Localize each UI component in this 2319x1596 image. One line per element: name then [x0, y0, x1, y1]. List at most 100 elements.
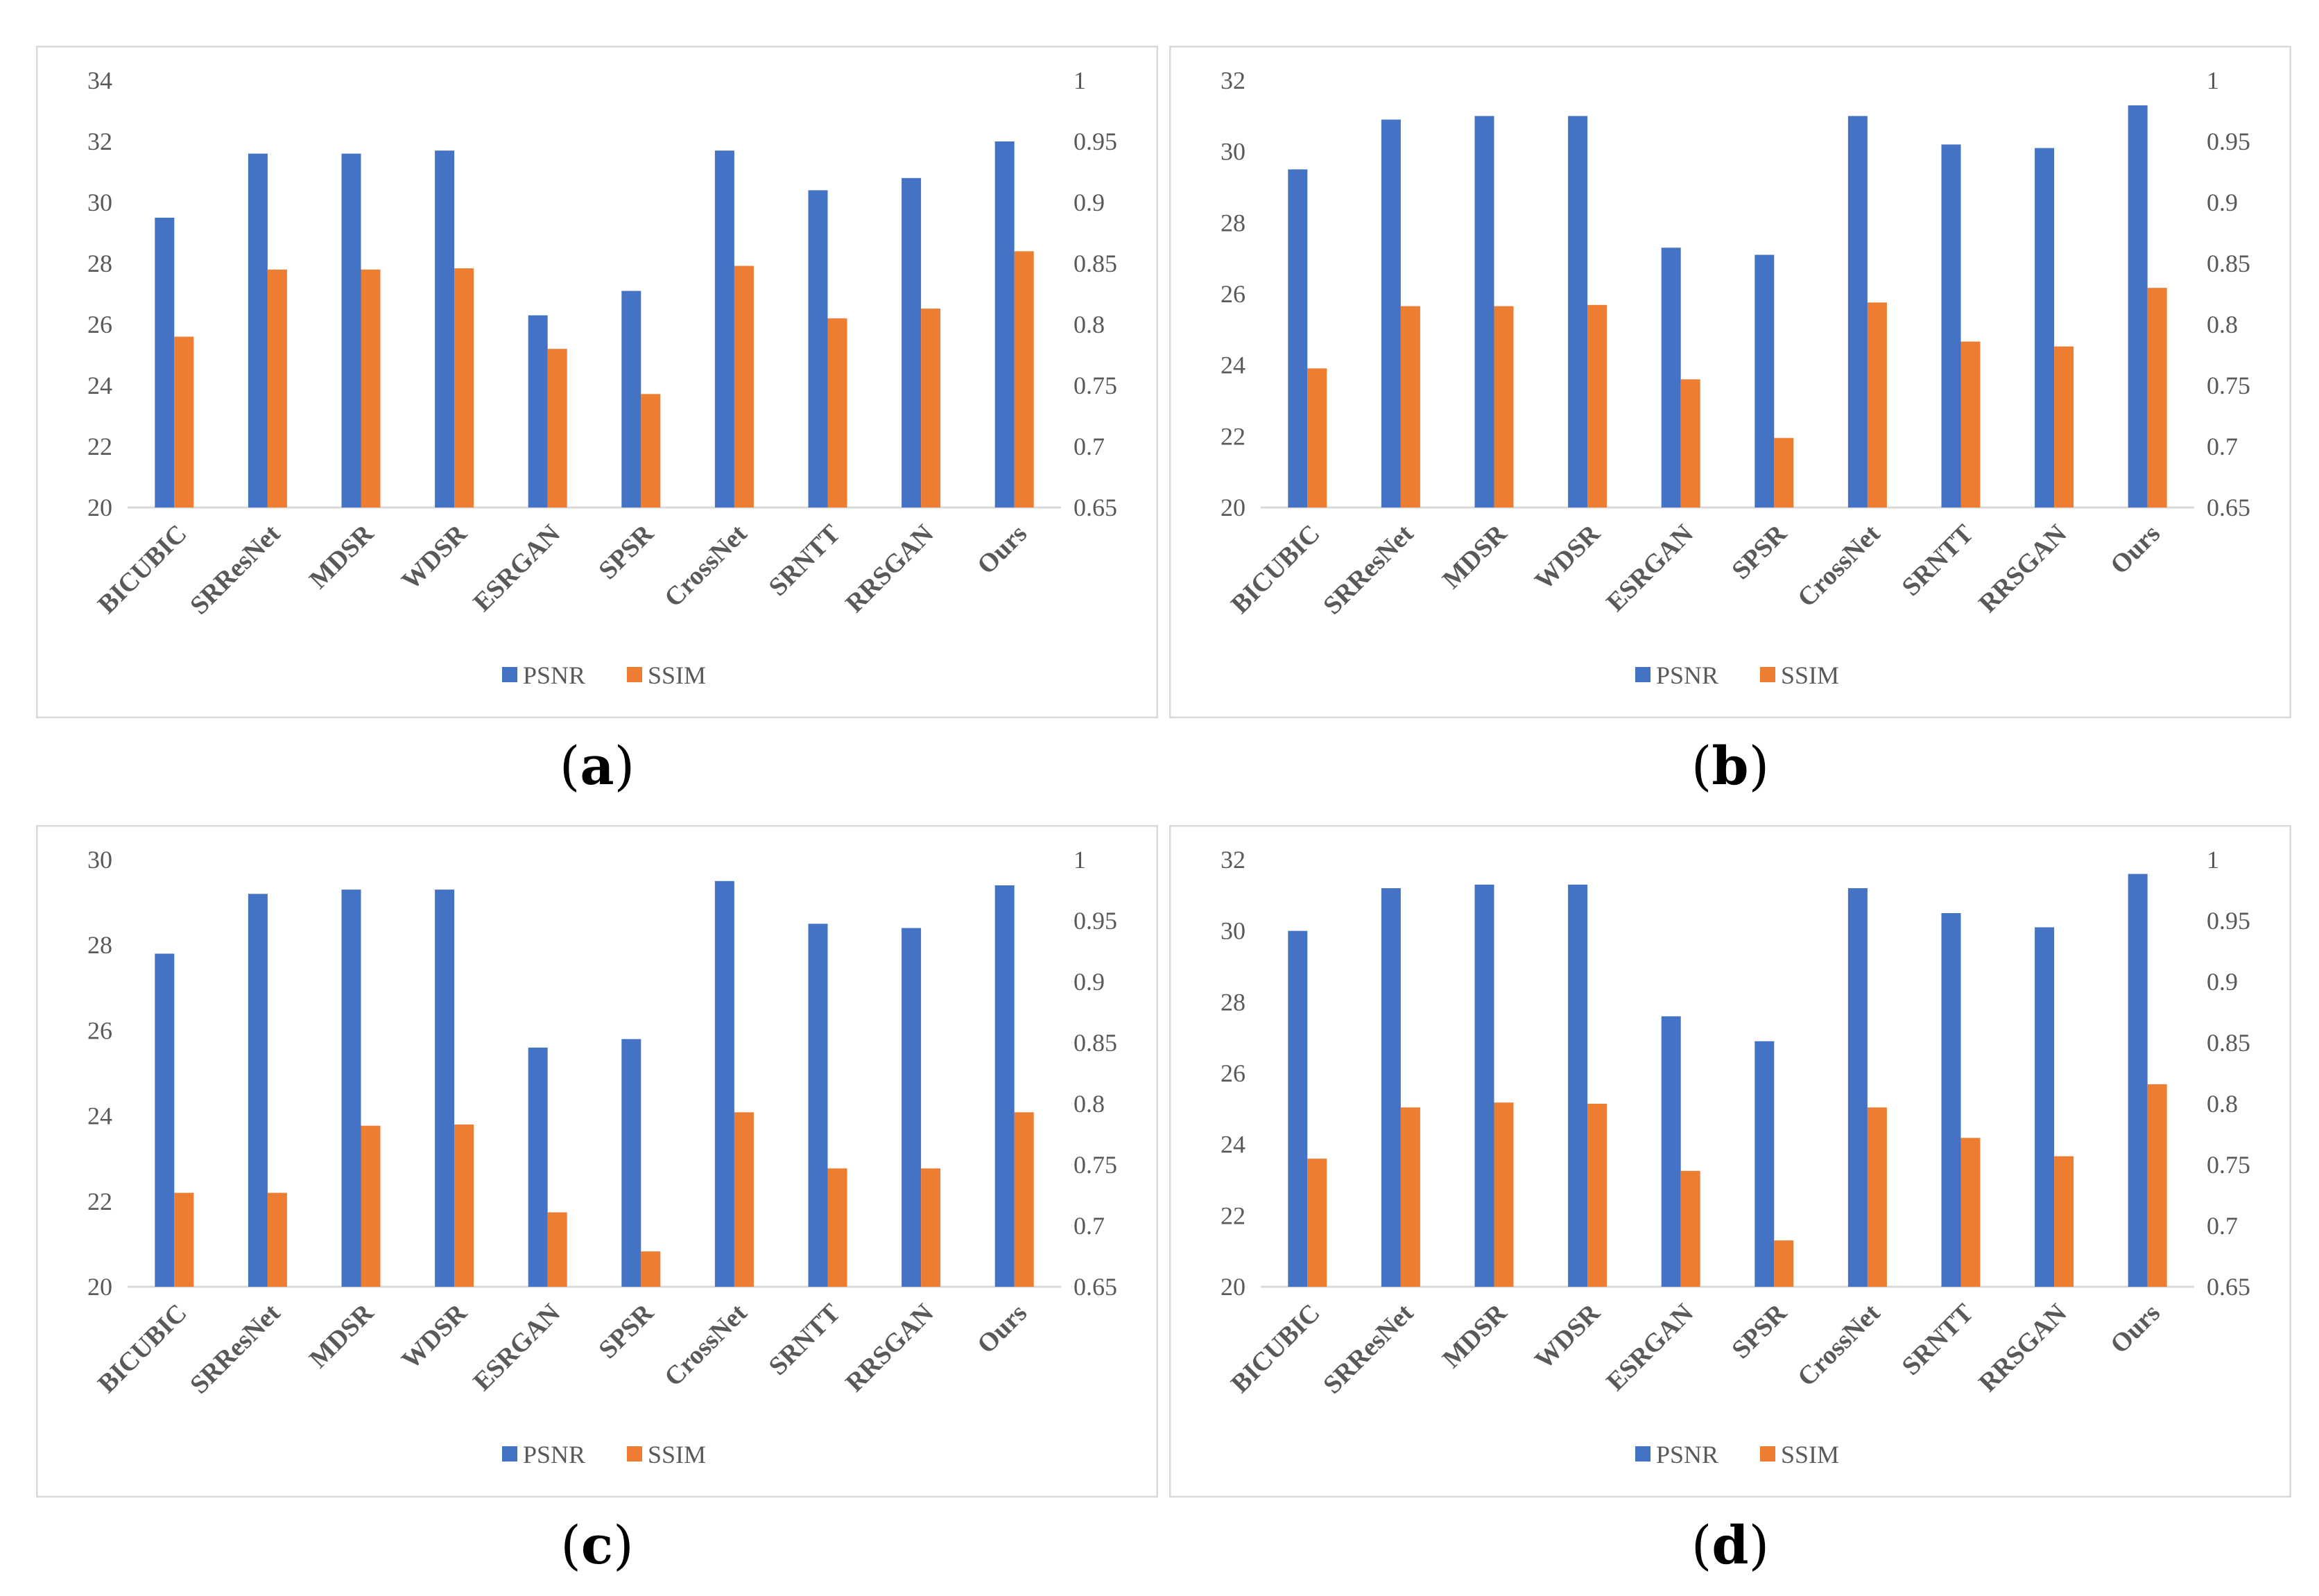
legend-label-psnr: PSNR: [1656, 661, 1718, 689]
y-tick-label: 30: [1221, 138, 1245, 166]
y2-tick-label: 0.95: [1074, 907, 1117, 935]
ssim-bar: [2147, 288, 2167, 508]
psnr-bar: [1381, 888, 1401, 1287]
y-tick-label: 28: [87, 931, 112, 959]
ssim-bar: [1960, 1138, 1981, 1287]
psnr-bar: [994, 885, 1015, 1287]
chart-frame: [36, 825, 1158, 1498]
psnr-bar: [1288, 169, 1308, 508]
legend: PSNR SSIM: [1635, 661, 1839, 689]
ssim-bar: [827, 318, 847, 508]
chart-panel-a: 20 22 24 26 28 30 32 34 0.65 0.7 0.75 0.8 0.85 0.9 0.9…: [36, 46, 1158, 718]
psnr-bar: [248, 153, 268, 508]
psnr-bar: [808, 190, 828, 508]
psnr-bar: [435, 150, 455, 508]
y2-tick-label: 0.75: [1074, 1151, 1117, 1179]
caption-c: (c): [560, 1514, 634, 1576]
y2-tick-label: 1: [2207, 846, 2219, 874]
ssim-bar: [921, 309, 941, 508]
y2-tick-label: 0.9: [1074, 968, 1105, 996]
legend: PSNR SSIM: [502, 661, 706, 689]
legend-swatch-psnr: [1635, 667, 1650, 682]
ssim-bar: [454, 1124, 474, 1287]
psnr-bar: [1755, 1041, 1775, 1287]
ssim-bar: [1014, 251, 1034, 508]
legend-swatch-ssim: [1760, 1446, 1775, 1461]
psnr-bar: [528, 315, 548, 508]
legend-swatch-ssim: [627, 1446, 642, 1461]
caption-b: (b): [1691, 735, 1770, 797]
chart-svg: 20 22 24 26 28 30 32 0.65 0.7 0.75 0.8 0.85 0.9 0.95 1…: [1169, 825, 2291, 1498]
y-tick-label: 22: [1221, 422, 1245, 450]
y2-tick-label: 0.85: [1074, 1029, 1117, 1057]
psnr-bar: [1941, 144, 1961, 508]
chart-panel-c: 20 22 24 26 28 30 0.65 0.7 0.75 0.8 0.85 0.9 0.95 1 BI…: [36, 825, 1158, 1498]
ssim-bar: [267, 1192, 287, 1287]
y-tick-label: 32: [1221, 67, 1245, 94]
y-tick-label: 26: [87, 311, 112, 338]
legend-label-ssim: SSIM: [648, 661, 706, 689]
ssim-bar: [1494, 306, 1514, 508]
ssim-bar: [547, 1212, 567, 1287]
ssim-bar: [641, 1251, 661, 1287]
y-tick-label: 22: [87, 1188, 112, 1215]
y2-tick-label: 0.65: [2207, 494, 2250, 521]
y2-tick-label: 0.8: [2207, 1090, 2238, 1118]
y-tick-label: 22: [1221, 1202, 1245, 1229]
y-tick-label: 30: [87, 846, 112, 874]
ssim-bar: [734, 266, 754, 508]
legend-swatch-ssim: [1760, 667, 1775, 682]
legend-label-ssim: SSIM: [1781, 661, 1839, 689]
y-tick-label: 28: [87, 250, 112, 277]
psnr-bar: [528, 1048, 548, 1287]
y-tick-label: 28: [1221, 209, 1245, 236]
y-tick-label: 24: [1221, 352, 1245, 379]
chart-svg: 20 22 24 26 28 30 32 34 0.65 0.7 0.75 0.8 0.85 0.9 0.9…: [36, 46, 1158, 718]
chart-svg: 20 22 24 26 28 30 32 0.65 0.7 0.75 0.8 0.85 0.9 0.95 1…: [1169, 46, 2291, 718]
legend-swatch-ssim: [627, 667, 642, 682]
y2-tick-label: 1: [1074, 67, 1086, 94]
ssim-bar: [1400, 306, 1420, 508]
ssim-bar: [2147, 1084, 2167, 1287]
chart-frame: [1169, 46, 2291, 718]
ssim-bar: [1014, 1112, 1034, 1287]
psnr-bar: [902, 928, 922, 1287]
y-tick-label: 20: [1221, 1273, 1245, 1301]
psnr-bar: [1288, 930, 1308, 1287]
chart-svg: 2022242628300.650.70.750.80.850.90.951BI…: [36, 825, 1158, 1498]
legend-swatch-psnr: [502, 667, 517, 682]
legend-swatch-psnr: [1635, 1446, 1650, 1461]
psnr-bar: [248, 894, 268, 1287]
y-tick-label: 20: [87, 1273, 112, 1301]
ssim-bar: [454, 268, 474, 508]
y-tick-label: 28: [1221, 988, 1245, 1016]
y2-tick-label: 0.95: [1074, 128, 1117, 155]
y2-tick-label: 1: [1074, 846, 1086, 874]
psnr-bar: [2128, 874, 2148, 1287]
y2-tick-label: 0.9: [2207, 189, 2238, 216]
ssim-bar: [1867, 1107, 1887, 1287]
y2-tick-label: 0.95: [2207, 907, 2250, 935]
y2-tick-label: 0.8: [2207, 311, 2238, 338]
ssim-bar: [2054, 346, 2074, 508]
ssim-bar: [1680, 379, 1700, 508]
ssim-bar: [827, 1168, 847, 1287]
y-tick-label: 32: [87, 128, 112, 155]
y-tick-label: 26: [87, 1016, 112, 1044]
ssim-bar: [361, 269, 381, 508]
ssim-bar: [1587, 304, 1607, 508]
y2-tick-label: 0.75: [1074, 372, 1117, 399]
psnr-bar: [1568, 116, 1588, 508]
psnr-bar: [714, 881, 734, 1287]
y2-tick-label: 0.65: [2207, 1273, 2250, 1301]
psnr-bar: [1661, 248, 1681, 508]
psnr-bar: [2035, 927, 2055, 1287]
y2-tick-label: 0.7: [1074, 1212, 1105, 1240]
psnr-bar: [1568, 884, 1588, 1287]
y2-tick-label: 1: [2207, 67, 2219, 94]
legend-label-psnr: PSNR: [523, 1441, 585, 1468]
psnr-bar: [1661, 1016, 1681, 1287]
y2-tick-label: 0.7: [2207, 433, 2238, 460]
psnr-bar: [435, 890, 455, 1287]
psnr-bar: [1847, 888, 1868, 1287]
